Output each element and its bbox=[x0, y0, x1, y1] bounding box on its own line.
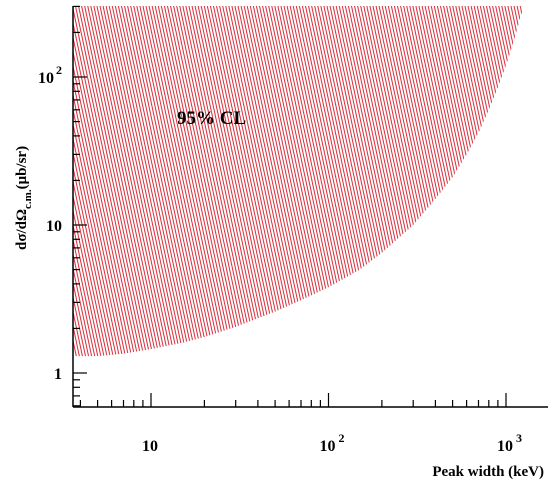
x-tick-label: 10 bbox=[142, 438, 158, 455]
y-tick-label: 1 bbox=[54, 366, 62, 383]
x-axis-tick-labels: 10 10 2 10 3 bbox=[142, 431, 522, 455]
plot-area bbox=[73, 6, 523, 357]
x-axis-title: Peak width (keV) bbox=[432, 464, 544, 480]
y-tick-label-base: 1 bbox=[54, 366, 62, 383]
excluded-region bbox=[73, 6, 523, 357]
x-axis-ticks bbox=[79, 393, 507, 407]
y-tick-label: 10 bbox=[46, 218, 62, 235]
x-tick-label-exponent: 3 bbox=[516, 431, 522, 445]
y-axis-title-main: dσ/dΩ bbox=[14, 209, 30, 250]
x-tick-label: 10 3 bbox=[497, 431, 522, 455]
x-tick-label-base: 10 bbox=[497, 438, 513, 455]
y-axis-title-unit: (μb/sr) bbox=[14, 146, 30, 190]
confidence-level-annotation: 95% CL bbox=[177, 108, 246, 129]
y-tick-label-base: 10 bbox=[38, 70, 54, 87]
y-axis-ticks bbox=[73, 5, 87, 407]
y-tick-label: 10 2 bbox=[38, 63, 62, 87]
axes bbox=[72, 5, 548, 408]
y-tick-label-exponent: 2 bbox=[56, 63, 62, 77]
x-tick-label-base: 10 bbox=[320, 438, 336, 455]
y-tick-label-base: 10 bbox=[46, 218, 62, 235]
x-tick-label-base: 10 bbox=[142, 438, 158, 455]
y-axis-title: dσ/dΩc.m.(μb/sr) bbox=[14, 146, 34, 250]
x-tick-label-exponent: 2 bbox=[339, 431, 345, 445]
y-axis-title-subscript: c.m. bbox=[22, 189, 34, 209]
x-tick-label: 10 2 bbox=[320, 431, 345, 455]
